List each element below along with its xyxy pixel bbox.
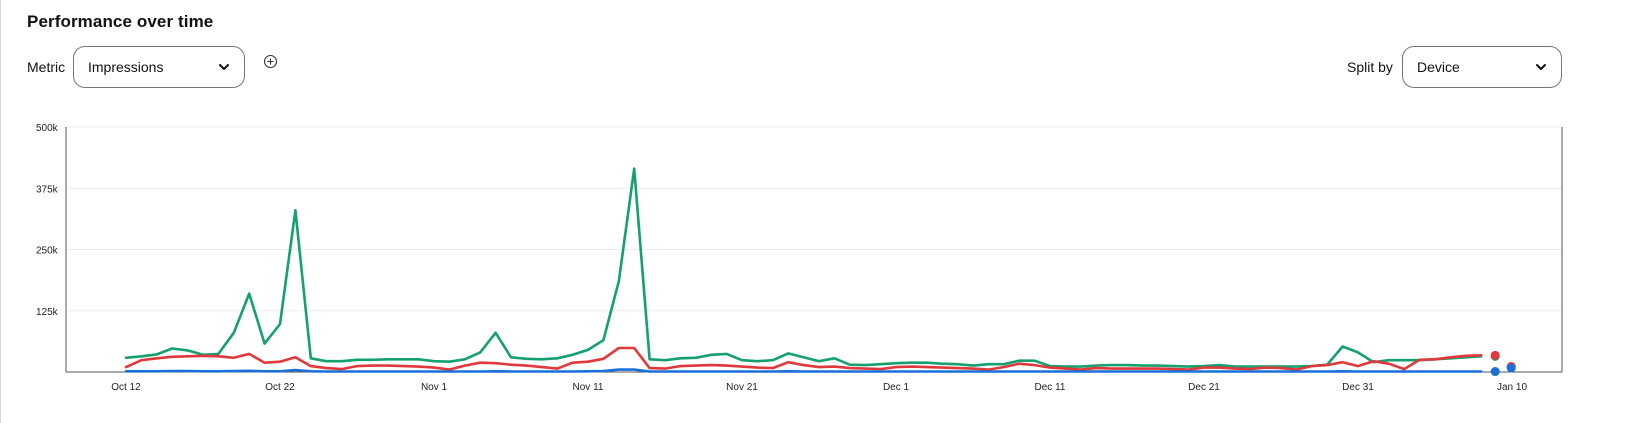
x-tick-label: Nov 11 <box>573 382 604 393</box>
y-tick-label: 375k <box>36 184 59 195</box>
chart-series <box>124 167 1516 377</box>
y-tick-label: 250k <box>36 246 59 257</box>
x-tick-label: Dec 21 <box>1188 382 1220 393</box>
panel-left-border <box>0 0 1 423</box>
series-line-1 <box>124 346 1483 371</box>
series-end-marker <box>1490 350 1500 360</box>
split-by-dropdown-value: Device <box>1417 59 1460 75</box>
split-by-dropdown[interactable]: Device <box>1402 46 1562 88</box>
y-tick-label: 500k <box>36 123 59 134</box>
performance-chart: Oct 12 Oct 22 Nov 1 Nov 11 Nov 21 Dec 1 Dec 11… <box>36 123 1563 393</box>
chart-grid <box>66 126 1562 312</box>
chevron-down-icon <box>219 64 229 70</box>
x-tick-label: Dec 31 <box>1342 382 1374 393</box>
split-by-label: Split by <box>1347 59 1393 75</box>
metric-label: Metric <box>27 59 66 75</box>
page-title: Performance over time <box>27 12 214 31</box>
metric-dropdown[interactable]: Impressions <box>73 46 245 88</box>
y-axis-labels: 125k 250k 375k 500k <box>36 123 59 318</box>
x-tick-label: Oct 22 <box>265 382 295 393</box>
x-axis-labels: Oct 12 Oct 22 Nov 1 Nov 11 Nov 21 Dec 1 Dec 11… <box>111 382 1527 393</box>
y-tick-label: 125k <box>36 307 59 318</box>
metric-dropdown-value: Impressions <box>88 59 164 75</box>
chevron-down-icon <box>1536 64 1546 70</box>
x-tick-label: Oct 12 <box>111 382 141 393</box>
x-tick-label: Nov 1 <box>421 382 448 393</box>
x-tick-label: Dec 1 <box>883 382 910 393</box>
series-end-marker <box>1506 363 1516 373</box>
x-tick-label: Dec 11 <box>1035 382 1066 393</box>
series-line-2 <box>124 368 1483 373</box>
x-tick-label: Jan 10 <box>1497 382 1527 393</box>
plus-circle-icon[interactable] <box>263 54 278 69</box>
x-tick-label: Nov 21 <box>726 382 758 393</box>
series-line-0 <box>124 167 1483 368</box>
series-end-marker <box>1490 367 1500 377</box>
